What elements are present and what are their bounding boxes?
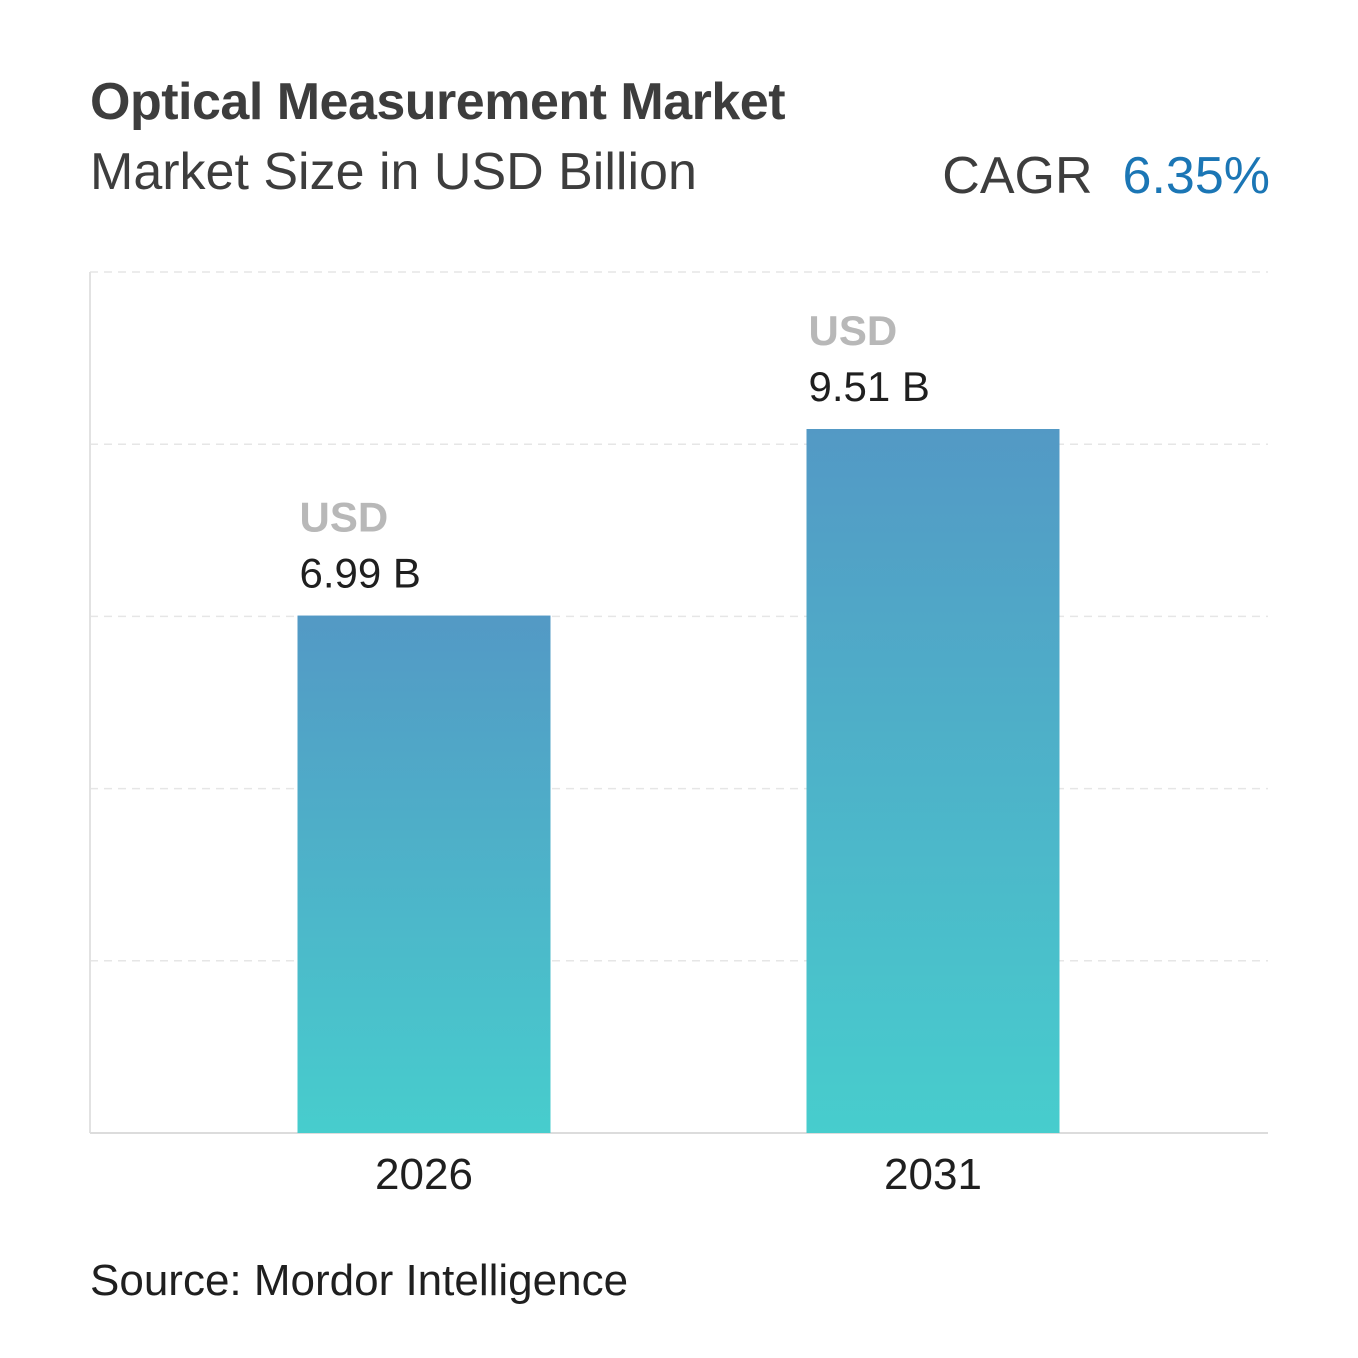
bar-value-label: 9.51 B [809, 363, 930, 410]
bar-unit-label: USD [809, 307, 898, 354]
bar-2026 [297, 615, 551, 1133]
chart-title: Optical Measurement Market [90, 73, 786, 131]
bar-unit-label: USD [300, 494, 389, 541]
axes [89, 272, 1268, 1134]
cagr-badge: CAGR 6.35% [942, 146, 1270, 206]
labels: USD 6.99 B 2026 USD 9.51 B 2031 [300, 307, 982, 1199]
cagr-label: CAGR [942, 147, 1093, 205]
source-note: Source: Mordor Intelligence [90, 1256, 629, 1305]
grid-lines [90, 271, 1268, 962]
bar-2031 [806, 429, 1060, 1133]
cagr-value: 6.35% [1122, 147, 1270, 205]
x-tick-label: 2031 [884, 1150, 982, 1199]
chart-subtitle: Market Size in USD Billion [90, 143, 697, 201]
bar-value-label: 6.99 B [300, 550, 421, 597]
bars [297, 429, 1060, 1133]
x-tick-label: 2026 [375, 1150, 473, 1199]
